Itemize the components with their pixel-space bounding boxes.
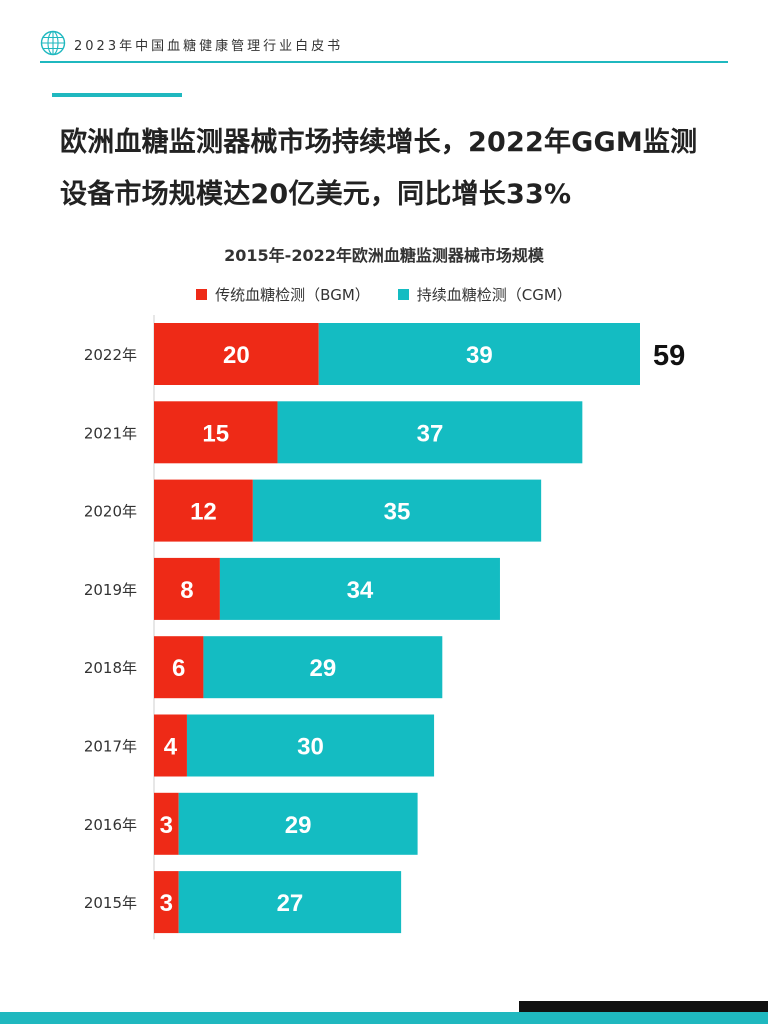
bar-segment-bgm: [154, 871, 179, 934]
category-label: 2021年: [84, 424, 137, 442]
data-label-bgm: 20: [223, 342, 250, 369]
data-label-bgm: 12: [190, 499, 217, 526]
bar-segment-cgm: [178, 871, 402, 934]
category-label: 2020年: [84, 503, 137, 521]
category-label: 2019年: [84, 581, 137, 599]
bar-segment-cgm: [203, 636, 443, 699]
bar-segment-cgm: [318, 323, 640, 385]
data-label-bgm: 4: [164, 734, 178, 761]
category-label: 2016年: [84, 816, 137, 834]
bar-segment-bgm: [154, 636, 204, 699]
data-label-cgm: 37: [417, 420, 444, 447]
data-label-cgm: 39: [466, 342, 493, 369]
data-label-bgm: 15: [202, 420, 229, 447]
bar-segment-bgm: [154, 401, 278, 464]
category-label: 2017年: [84, 738, 137, 756]
data-label-cgm: 30: [297, 734, 324, 761]
bar-segment-cgm: [277, 401, 583, 464]
page-headline: 欧洲血糖监测器械市场持续增长，2022年GGM监测 设备市场规模达20亿美元，同…: [60, 117, 740, 221]
bar-segment-bgm: [154, 479, 253, 542]
legend-label-bgm: 传统血糖检测（BGM）: [215, 286, 370, 304]
bar-segment-bgm: [154, 557, 220, 620]
total-label: 59: [653, 340, 685, 372]
data-label-bgm: 3: [160, 812, 173, 839]
legend-item-cgm: 持续血糖检测（CGM）: [397, 284, 572, 305]
header-divider: [40, 61, 728, 63]
data-label-cgm: 34: [347, 577, 374, 604]
legend-swatch-cgm: [397, 289, 409, 300]
legend-swatch-bgm: [196, 289, 208, 300]
legend-item-bgm: 传统血糖检测（BGM）: [196, 284, 370, 305]
data-label-bgm: 8: [180, 577, 193, 604]
bar-segment-cgm: [178, 792, 418, 855]
bar-segment-bgm: [154, 714, 187, 777]
chart-title: 2015年-2022年欧洲血糖监测器械市场规模: [224, 246, 544, 265]
data-label-cgm: 29: [285, 812, 312, 839]
category-label: 2015年: [84, 894, 137, 912]
bar-segment-cgm: [252, 479, 542, 542]
globe-icon: [40, 30, 66, 56]
headline-line-2: 设备市场规模达20亿美元，同比增长33%: [60, 179, 572, 210]
data-label-bgm: 6: [172, 655, 185, 682]
bar-segment-cgm: [219, 557, 500, 620]
accent-bar: [52, 93, 182, 97]
chart-legend: 传统血糖检测（BGM） 持续血糖检测（CGM）: [0, 284, 768, 305]
bar-segment-cgm: [186, 714, 435, 777]
footer-teal-bar: [0, 1012, 768, 1024]
bar-segment-bgm: [154, 792, 179, 855]
data-label-cgm: 29: [310, 655, 337, 682]
data-label-cgm: 35: [384, 499, 411, 526]
category-label: 2022年: [84, 346, 137, 364]
headline-line-1: 欧洲血糖监测器械市场持续增长，2022年GGM监测: [60, 127, 698, 158]
legend-label-cgm: 持续血糖检测（CGM）: [416, 286, 572, 304]
report-header: 2023年中国血糖健康管理行业白皮书: [40, 28, 728, 62]
footer-black-bar: [519, 1001, 768, 1012]
data-label-bgm: 3: [160, 890, 173, 917]
report-title: 2023年中国血糖健康管理行业白皮书: [74, 39, 344, 54]
category-label: 2018年: [84, 659, 137, 677]
data-label-cgm: 27: [277, 890, 304, 917]
bar-segment-bgm: [154, 323, 319, 385]
